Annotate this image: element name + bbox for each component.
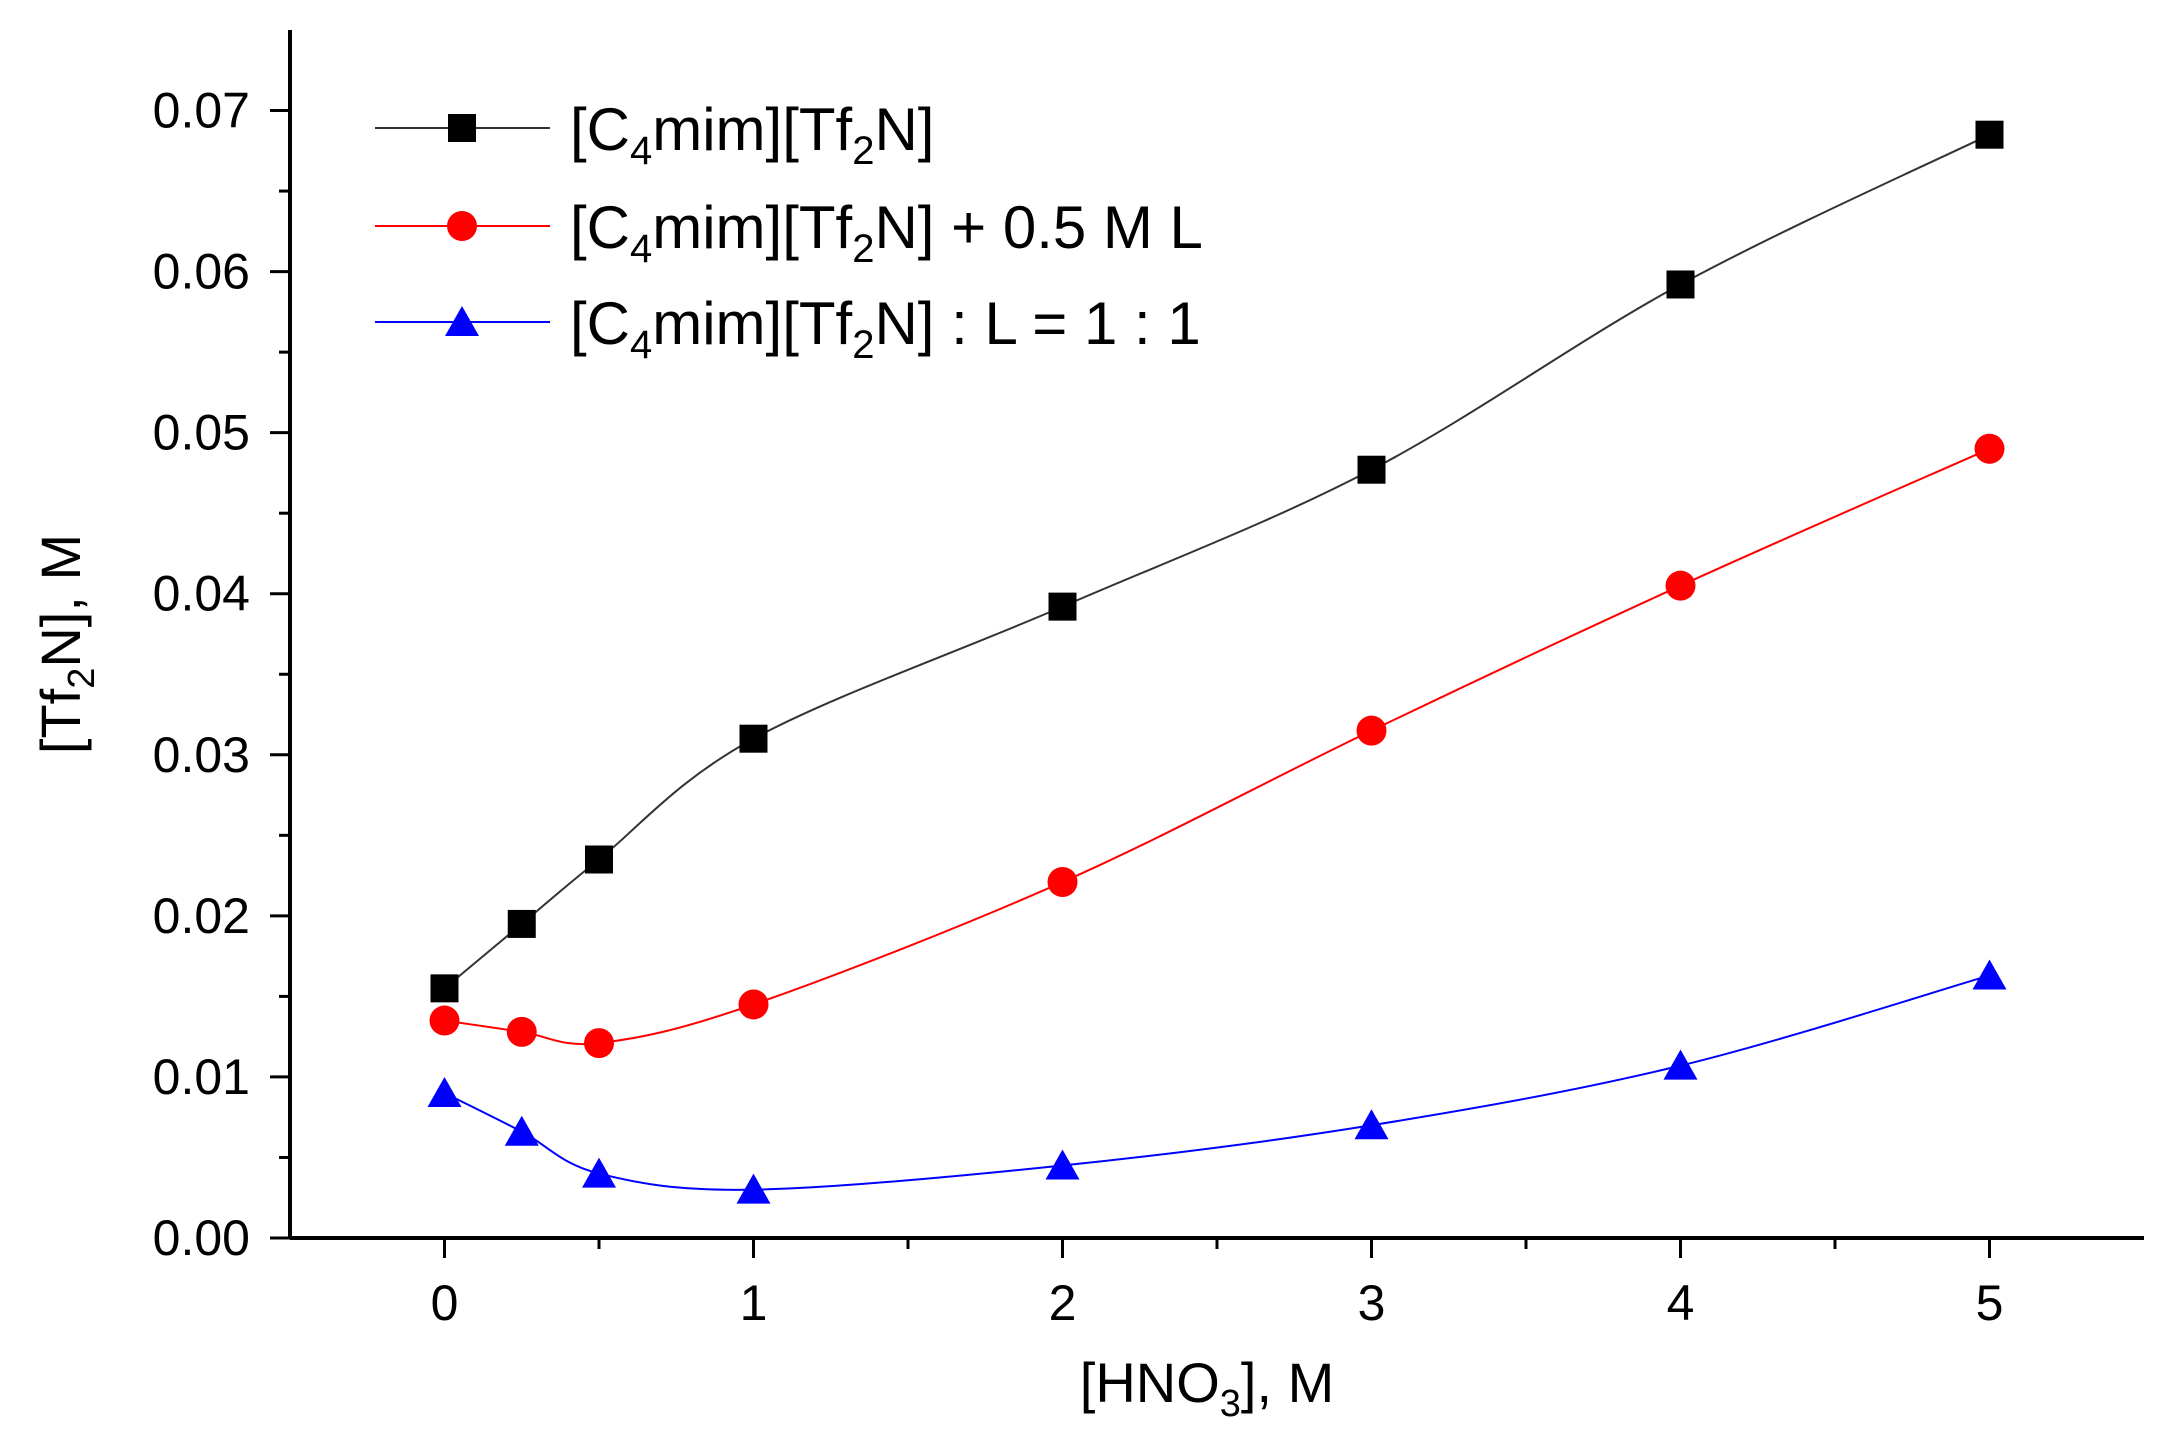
series-line: [443, 133, 1990, 990]
data-point: [738, 989, 769, 1020]
series-2: [429, 433, 2005, 1059]
y-ticks: [270, 109, 290, 1240]
x-tick-label: 4: [1667, 1275, 1695, 1331]
legend-item-2: [C4mim][Tf2N] + 0.5 M L: [375, 194, 1203, 271]
legend-marker-circle: [447, 211, 477, 241]
y-tick-label: 0.03: [153, 727, 250, 783]
data-point: [585, 845, 613, 874]
data-point: [1045, 1149, 1080, 1180]
legend-marker-square: [448, 114, 476, 142]
x-axis-title: [HNO3], M: [1080, 1351, 1334, 1425]
data-point: [507, 909, 536, 938]
y-tick-label: 0.00: [153, 1210, 250, 1266]
data-point: [1354, 1109, 1389, 1140]
x-tick-label: 0: [431, 1275, 459, 1331]
y-tick-label: 0.01: [153, 1049, 250, 1105]
x-tick-label: 5: [1976, 1275, 2004, 1331]
legend-label-3: [C4mim][Tf2N] : L = 1 : 1: [570, 290, 1201, 367]
data-point: [1357, 455, 1386, 484]
y-tick-labels: 0.00 0.01 0.02 0.03 0.04 0.05 0.06 0.07: [153, 83, 250, 1266]
legend-label-2: [C4mim][Tf2N] + 0.5 M L: [570, 194, 1203, 271]
legend-item-1: [C4mim][Tf2N]: [375, 96, 934, 173]
data-point: [1975, 120, 2004, 149]
y-tick-label: 0.04: [153, 566, 250, 622]
x-tick-label: 1: [740, 1275, 768, 1331]
series-line: [444, 447, 1990, 1046]
x-tick-labels: 0 1 2 3 4 5: [431, 1275, 2004, 1331]
data-point: [427, 1077, 462, 1108]
data-point: [430, 974, 459, 1003]
legend-label-1: [C4mim][Tf2N]: [570, 96, 934, 173]
data-point: [1665, 570, 1696, 601]
axes: [288, 30, 2144, 1240]
data-point: [1047, 867, 1078, 898]
x-ticks: [443, 1238, 1991, 1258]
x-tick-label: 3: [1358, 1275, 1386, 1331]
series-3: [427, 959, 2007, 1204]
x-tick-label: 2: [1049, 1275, 1077, 1331]
y-tick-label: 0.06: [153, 244, 250, 300]
y-tick-label: 0.07: [153, 83, 250, 139]
data-point: [1663, 1049, 1698, 1080]
y-tick-label: 0.02: [153, 888, 250, 944]
data-point: [1048, 592, 1077, 621]
data-point: [584, 1028, 614, 1059]
series-1: [430, 120, 2004, 1003]
data-point: [1356, 715, 1387, 746]
data-point: [736, 1173, 771, 1204]
data-point: [1666, 270, 1695, 299]
series-line: [444, 974, 1990, 1191]
data-point: [1972, 959, 2007, 990]
legend: [C4mim][Tf2N] [C4mim][Tf2N] + 0.5 M L [C…: [375, 96, 1203, 367]
data-point: [429, 1005, 460, 1036]
data-point: [1974, 433, 2005, 464]
legend-marker-triangle: [445, 306, 479, 336]
y-tick-label: 0.05: [153, 405, 250, 461]
data-point: [506, 1016, 537, 1047]
y-axis-title: [Tf2N], M: [29, 534, 103, 754]
series-layer: [427, 120, 2007, 1204]
data-point: [582, 1157, 616, 1188]
data-point: [739, 724, 768, 753]
data-point: [504, 1115, 539, 1146]
legend-item-3: [C4mim][Tf2N] : L = 1 : 1: [375, 290, 1201, 367]
